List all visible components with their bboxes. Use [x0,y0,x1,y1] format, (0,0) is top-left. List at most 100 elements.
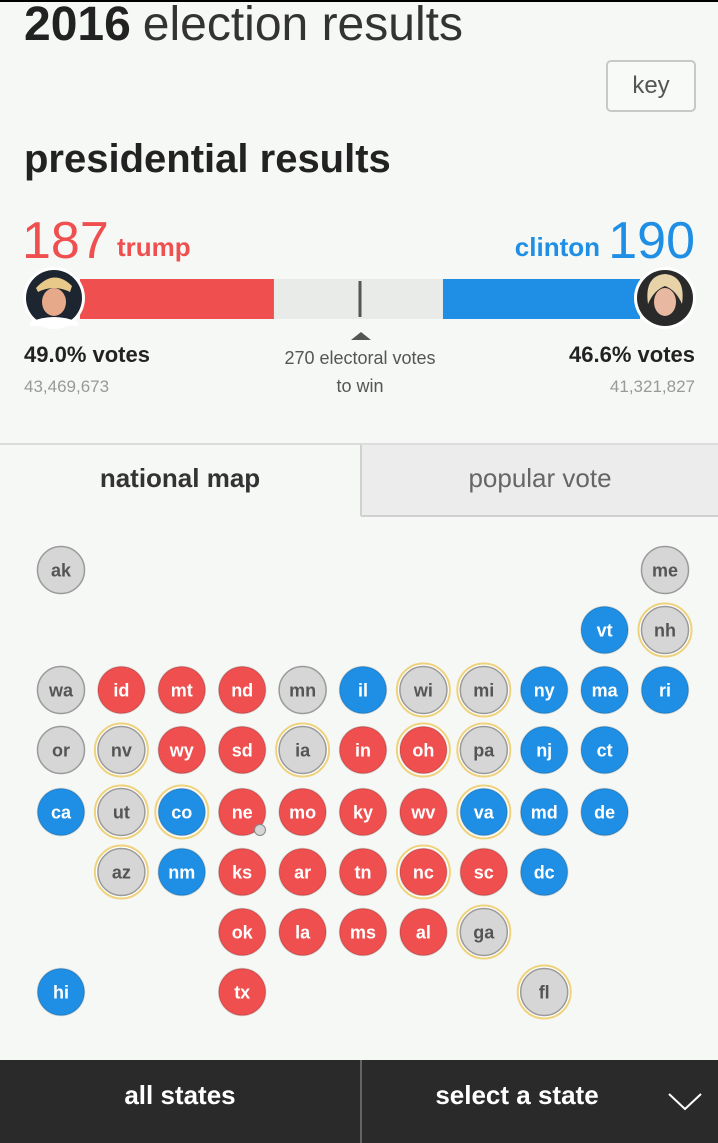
state-tile[interactable]: va [456,784,512,840]
state-tile[interactable]: ia [275,722,331,778]
threshold-pointer [351,332,371,340]
state-circle [97,787,146,837]
state-tile[interactable]: mt [157,665,207,715]
state-abbr: oh [412,741,434,761]
state-tile[interactable]: ca [36,787,86,837]
state-tile[interactable]: tn [338,847,388,897]
state-abbr: ok [232,923,254,943]
state-tile[interactable]: nh [637,602,693,658]
state-tile[interactable]: ut [93,784,149,840]
all-states-button[interactable]: all states [124,1080,235,1110]
trump-electoral: 187 [22,212,109,270]
state-tile[interactable]: de [580,787,629,837]
state-abbr: il [358,681,368,701]
state-tile[interactable]: sd [217,725,267,775]
state-tile[interactable]: oh [395,722,451,778]
state-tile[interactable]: fl [516,964,572,1020]
state-tile[interactable]: az [93,844,149,900]
state-circle [459,847,509,897]
state-tile[interactable]: nm [157,847,207,897]
state-tile[interactable]: ms [338,907,388,957]
state-tile[interactable]: me [640,545,690,595]
section-title: presidential results [24,137,391,181]
state-abbr: md [531,803,558,823]
state-abbr: mn [289,681,316,701]
select-state-button[interactable]: select a state [435,1080,598,1110]
portrait-face [654,288,676,316]
state-tile[interactable]: nc [395,844,451,900]
state-tile[interactable]: ri [640,665,690,715]
state-circle [459,725,509,775]
state-abbr: nm [168,863,195,883]
footer-bar [0,1060,718,1143]
state-abbr: tn [355,863,372,883]
heading-title: election results [143,0,463,51]
state-tile[interactable]: tx [217,967,267,1017]
trump-name: trump [117,232,191,262]
tab-popular-vote[interactable]: popular vote [468,463,611,493]
state-circle [278,725,327,775]
state-tile[interactable]: md [519,787,569,837]
clinton-electoral: 190 [608,212,695,270]
state-tile[interactable]: id [97,665,146,715]
state-tile[interactable]: nv [93,722,149,778]
state-tile[interactable]: ma [580,665,629,715]
key-button-label[interactable]: key [632,72,669,99]
state-tile[interactable]: il [338,665,388,715]
state-abbr: la [295,923,311,943]
state-tile[interactable]: ar [278,847,327,897]
state-tile[interactable]: wv [399,787,448,837]
tab-inactive-bg[interactable] [361,445,718,516]
key-button-frame[interactable] [606,60,696,112]
state-tile[interactable]: nj [519,725,569,775]
state-tile[interactable]: vt [580,605,629,655]
state-abbr: fl [539,983,550,1003]
state-circle [459,787,509,837]
state-tile[interactable]: wy [157,725,207,775]
state-tile[interactable]: mi [456,662,512,718]
state-circle [278,907,327,957]
state-tile[interactable]: co [154,784,210,840]
key-button[interactable]: key [606,60,696,112]
state-tile[interactable]: sc [459,847,509,897]
state-tile[interactable]: hi [36,967,86,1017]
heading-year: 2016 [24,0,131,51]
state-abbr: me [652,561,678,581]
state-tile[interactable]: ga [456,904,512,960]
state-tile[interactable]: mn [278,665,327,715]
threshold-label: 270 electoral votes [284,348,435,368]
state-tile[interactable]: mo [278,787,327,837]
state-abbr: ky [353,803,373,823]
state-abbr: ut [113,803,130,823]
state-circle [97,725,146,775]
state-tile[interactable]: in [338,725,388,775]
state-tile[interactable]: nd [217,665,267,715]
state-tile[interactable]: wi [395,662,451,718]
state-circle [97,847,146,897]
state-tile[interactable]: al [399,907,448,957]
state-tile[interactable]: ct [580,725,629,775]
state-tile[interactable]: ks [217,847,267,897]
state-tile[interactable]: or [36,725,86,775]
state-tile[interactable]: ne [217,787,267,837]
state-circle [580,665,629,715]
state-abbr: ne [232,803,253,823]
state-circle [399,665,448,715]
state-tile[interactable]: ak [36,545,86,595]
state-abbr: ks [232,863,252,883]
state-tile[interactable]: wa [36,665,86,715]
state-abbr: sc [474,863,494,883]
state-tile[interactable]: la [278,907,327,957]
state-abbr: ia [295,741,311,761]
dropdown-chevron[interactable] [668,1093,702,1111]
state-circle [36,665,86,715]
state-tile[interactable]: ok [217,907,267,957]
top-edge [0,0,718,2]
state-abbr: wi [413,681,433,701]
tab-national-map[interactable]: national map [100,463,260,493]
state-tile[interactable]: dc [519,847,569,897]
state-tile[interactable]: ky [338,787,388,837]
state-abbr: az [112,863,131,883]
state-tile[interactable]: pa [456,722,512,778]
state-tile[interactable]: ny [519,665,569,715]
